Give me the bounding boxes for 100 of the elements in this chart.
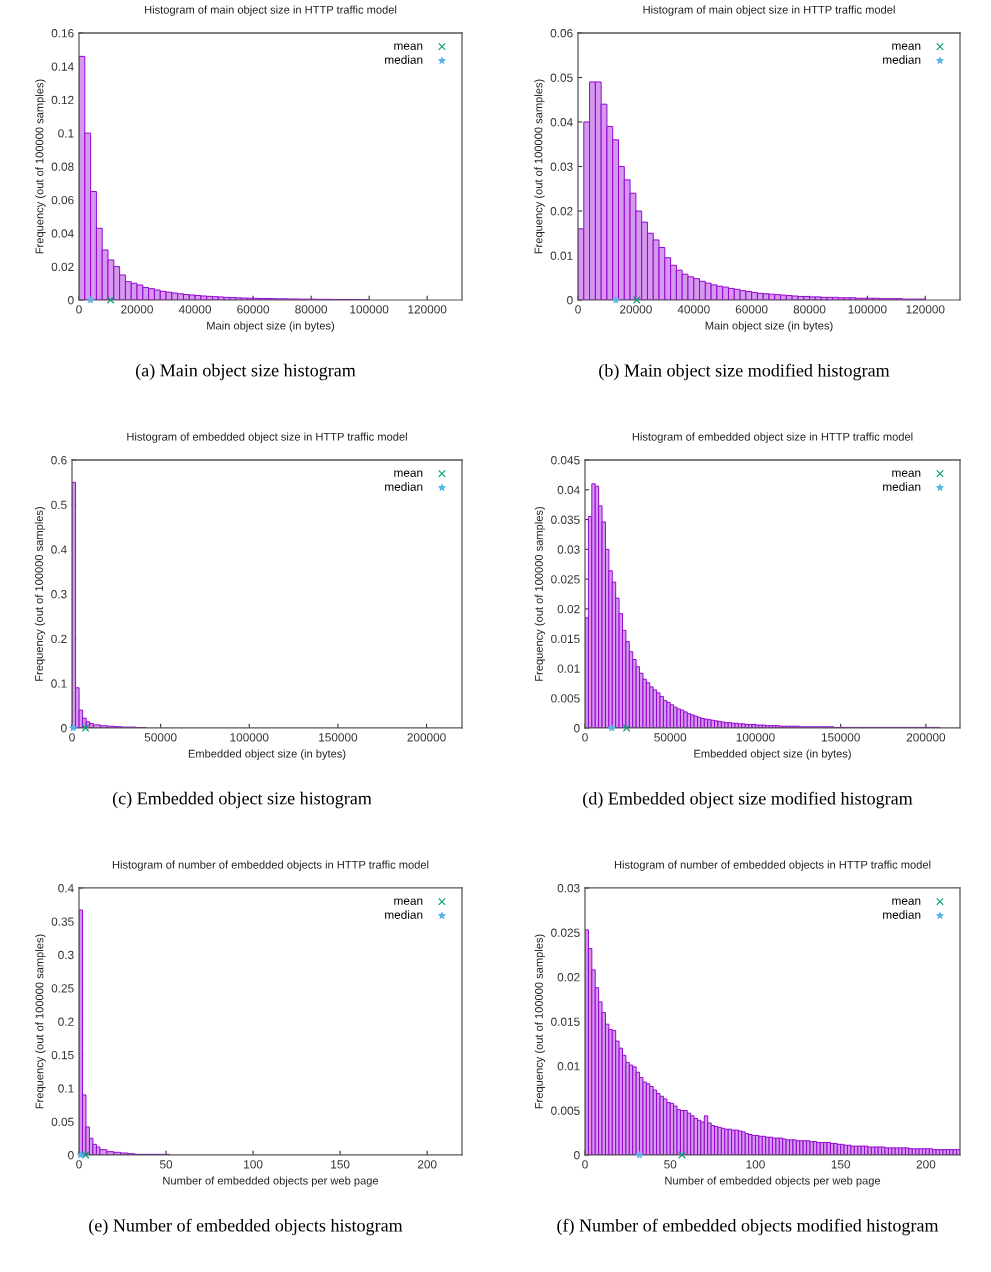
y-tick-label: 0.01 [550,251,573,260]
y-tick-label: 0.02 [557,973,580,982]
y-tick-label: 0.16 [51,29,74,38]
y-tick-label: 0.06 [51,195,74,205]
y-tick-label: 0.02 [550,207,573,216]
y-tick-label: 0.12 [51,95,74,105]
y-tick-label: 0.05 [550,73,573,82]
legend-label: mean [394,470,423,477]
y-tick-label: 0.35 [51,917,74,926]
x-tick-label: 100000 [230,733,269,742]
y-tick-label: 0.1 [58,129,74,138]
legend-label: median [385,910,423,919]
y-tick-label: 0.04 [557,485,580,495]
y-tick-label: 0.01 [557,664,580,673]
x-tick-label: 60000 [735,305,768,314]
x-tick-label: 150000 [319,733,358,742]
y-axis-title: Frequency (out of 100000 samples) [34,506,46,681]
y-tick-label: 0.25 [51,984,74,993]
x-axis-title: Main object size (in bytes) [705,321,833,332]
legend-label: mean [892,43,921,50]
legend-label: mean [892,898,921,905]
chart-title: Histogram of embedded object size in HTTP traffic model [127,432,407,443]
y-tick-label: 0.15 [51,1050,74,1060]
y-tick-label: 0.2 [58,1017,74,1026]
y-tick-label: 0.1 [58,1084,74,1093]
y-tick-label: 0.02 [557,604,580,614]
x-tick-label: 150 [331,1160,350,1169]
y-tick-label: 0.03 [550,162,573,171]
x-tick-label: 50000 [654,733,687,742]
legend-label: mean [394,898,423,905]
y-tick-label: 0 [574,724,580,733]
y-tick-label: 0.01 [557,1062,580,1071]
x-tick-label: 100 [746,1160,765,1169]
legend-label: mean [892,470,921,477]
y-tick-label: 0.005 [551,1106,580,1115]
y-tick-label: 0.3 [58,950,74,960]
chart-title: Histogram of number of embedded objects in HTTP traffic model [614,860,931,871]
x-tick-label: 60000 [237,305,270,314]
legend-label: median [385,482,423,491]
y-tick-label: 0 [574,1151,580,1160]
y-axis-title: Frequency (out of 100000 samples) [534,79,545,254]
y-tick-label: 0.04 [51,229,74,238]
legend-label: median [883,55,921,64]
x-tick-label: 150000 [821,733,860,742]
chart-title: Histogram of main object size in HTTP traffic model [145,5,397,16]
chart-title: Histogram of main object size in HTTP traffic model [643,5,895,16]
y-tick-label: 0 [61,724,67,733]
x-tick-label: 20000 [121,305,153,314]
y-axis-title: Frequency (out of 100000 samples) [35,934,46,1109]
x-tick-label: 20000 [620,305,652,314]
x-tick-label: 50 [664,1160,677,1169]
x-tick-label: 200 [916,1160,936,1169]
y-tick-label: 0 [68,1151,74,1160]
x-axis-title: Number of embedded objects per web page [665,1176,881,1187]
x-tick-label: 100000 [736,733,775,742]
y-tick-label: 0 [567,296,573,305]
x-tick-label: 100000 [848,305,887,314]
y-tick-label: 0.2 [51,634,67,644]
y-axis-title: Frequency (out of 100000 samples) [534,506,546,681]
y-tick-label: 0.025 [551,928,580,937]
legend-label: median [883,910,921,919]
y-tick-label: 0.05 [51,1117,74,1127]
x-axis-title: Embedded object size (in bytes) [188,749,346,760]
text: (f) Number of embedded objects modified histogram [557,1218,939,1236]
x-tick-label: 40000 [677,305,710,314]
x-tick-label: 200 [417,1160,437,1169]
x-tick-label: 0 [582,733,588,742]
chart-title: Histogram of embedded object size in HTTP traffic model [632,432,913,443]
y-tick-label: 0.005 [551,694,580,703]
y-tick-label: 0.6 [51,456,67,465]
y-tick-label: 0.015 [551,1017,580,1026]
x-tick-label: 0 [76,305,82,314]
y-tick-label: 0.03 [557,545,580,554]
x-axis-title: Main object size (in bytes) [207,321,335,332]
y-tick-label: 0.5 [51,500,67,510]
x-tick-label: 150 [831,1160,851,1169]
text: (e) Number of embedded objects histogram [89,1218,403,1236]
y-tick-label: 0.04 [550,118,573,127]
y-tick-label: 0.06 [550,29,573,38]
x-tick-label: 50 [159,1160,173,1169]
y-tick-label: 0.045 [551,456,580,465]
x-tick-label: 50000 [144,733,177,742]
text: (c) Embedded object size histogram [112,791,372,809]
x-axis-title: Number of embedded objects per web page [163,1176,379,1187]
y-tick-label: 0.1 [51,679,67,688]
x-tick-label: 120000 [408,305,447,314]
x-tick-label: 100000 [350,305,389,314]
y-tick-label: 0.02 [51,262,74,272]
y-tick-label: 0.4 [58,884,74,893]
y-tick-label: 0.4 [51,545,67,554]
y-tick-label: 0.025 [551,575,580,584]
x-tick-label: 120000 [906,305,945,314]
legend-label: median [385,55,423,64]
text: (d) Embedded object size modified histogram [583,791,913,809]
x-tick-label: 80000 [793,305,826,314]
y-tick-label: 0.3 [51,590,67,599]
x-tick-label: 40000 [178,305,212,314]
x-tick-label: 80000 [295,305,328,314]
text: (b) Main object size modified histogram [599,363,890,381]
x-tick-label: 200000 [407,733,446,742]
